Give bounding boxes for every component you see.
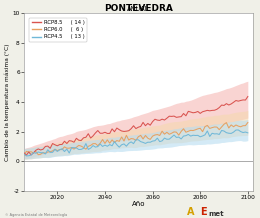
Text: met: met <box>208 211 224 217</box>
X-axis label: Año: Año <box>132 201 145 207</box>
Text: © Agencia Estatal de Meteorología: © Agencia Estatal de Meteorología <box>5 213 67 217</box>
Text: E: E <box>200 207 207 217</box>
Text: ANUAL: ANUAL <box>127 6 150 12</box>
Text: A: A <box>187 207 195 217</box>
Y-axis label: Cambio de la temperatura máxima (°C): Cambio de la temperatura máxima (°C) <box>4 43 10 161</box>
Legend: RCP8.5     ( 14 ), RCP6.0     (  6 ), RCP4.5     ( 13 ): RCP8.5 ( 14 ), RCP6.0 ( 6 ), RCP4.5 ( 13… <box>29 18 87 42</box>
Title: PONTEVEDRA: PONTEVEDRA <box>104 4 173 13</box>
